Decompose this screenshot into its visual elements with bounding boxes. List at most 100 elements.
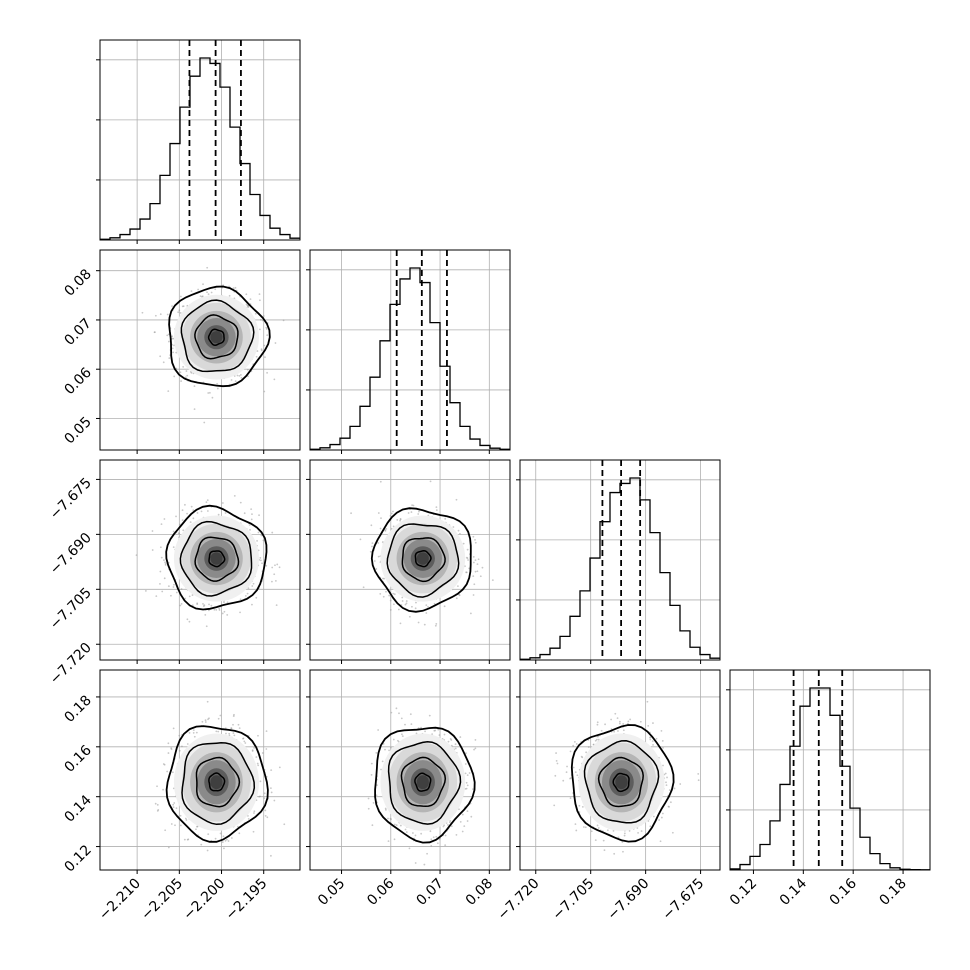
- sample-point: [466, 774, 469, 777]
- sample-point: [377, 729, 380, 731]
- x-tick-label: 0.07: [414, 876, 447, 909]
- sample-point: [188, 732, 191, 734]
- sample-point: [153, 331, 156, 334]
- sample-point: [177, 532, 180, 535]
- sample-point: [468, 772, 471, 774]
- sample-point: [233, 734, 236, 737]
- sample-point: [443, 824, 446, 827]
- sample-point: [167, 846, 170, 849]
- sample-point: [230, 727, 233, 730]
- sample-point: [218, 609, 221, 611]
- sample-point: [468, 567, 471, 570]
- sample-point: [474, 559, 477, 562]
- sample-point: [184, 817, 187, 820]
- density-shade: [416, 552, 429, 565]
- sample-point: [379, 527, 382, 530]
- sample-point: [164, 561, 166, 564]
- sample-point: [168, 357, 171, 360]
- sample-point: [172, 803, 175, 806]
- sample-point: [449, 819, 452, 822]
- sample-point: [170, 747, 173, 750]
- sample-point: [253, 812, 255, 814]
- sample-point: [144, 590, 147, 592]
- sample-point: [266, 816, 269, 819]
- sample-point: [392, 603, 395, 606]
- sample-point: [167, 585, 170, 588]
- y-tick-label: 0.12: [61, 842, 94, 875]
- sample-point: [173, 375, 176, 378]
- sample-point: [455, 833, 458, 836]
- contour-line: [414, 772, 432, 792]
- sample-point: [414, 607, 417, 610]
- sample-point: [428, 714, 431, 717]
- sample-point: [392, 592, 395, 595]
- sample-point: [261, 319, 264, 322]
- sample-point: [239, 501, 242, 504]
- sample-point: [256, 762, 259, 765]
- sample-point: [222, 835, 225, 838]
- sample-point: [257, 734, 259, 737]
- density-shade: [210, 331, 223, 344]
- sample-point: [203, 421, 206, 424]
- sample-point: [247, 306, 250, 309]
- sample-point: [184, 376, 187, 379]
- sample-point: [247, 817, 250, 820]
- sample-point: [425, 604, 428, 607]
- sample-point: [376, 784, 378, 786]
- sample-point: [208, 391, 211, 394]
- sample-point: [223, 601, 225, 604]
- sample-point: [207, 293, 210, 296]
- sample-point: [621, 841, 624, 843]
- sample-point: [197, 288, 200, 291]
- sample-point: [427, 606, 429, 608]
- sample-point: [211, 396, 214, 399]
- contour-line: [387, 740, 462, 825]
- sample-point: [171, 347, 174, 350]
- panel-content: [553, 700, 700, 855]
- sample-point: [263, 390, 266, 393]
- sample-point: [464, 787, 467, 790]
- sample-point: [375, 751, 378, 754]
- sample-point: [367, 807, 370, 810]
- sample-point: [283, 823, 286, 826]
- sample-point: [278, 566, 281, 569]
- sample-point: [226, 614, 229, 616]
- sample-point: [246, 368, 249, 371]
- sample-point: [438, 838, 441, 841]
- sample-point: [151, 530, 154, 532]
- sample-point: [184, 503, 186, 506]
- sample-point: [215, 608, 218, 611]
- sample-point: [239, 611, 241, 614]
- sample-point: [206, 266, 209, 269]
- sample-point: [251, 513, 253, 516]
- histogram-0: [100, 57, 300, 240]
- panel-content: [367, 707, 477, 866]
- panel-2-1: [306, 459, 511, 664]
- sample-point: [377, 512, 380, 514]
- sample-point: [238, 727, 241, 730]
- panel-frame: [99, 249, 301, 451]
- sample-point: [623, 832, 626, 835]
- sample-point: [247, 587, 250, 590]
- sample-point: [172, 727, 175, 730]
- sample-point: [555, 759, 558, 762]
- panel-0-0: [96, 39, 301, 244]
- sample-point: [454, 747, 457, 750]
- sample-point: [375, 794, 378, 797]
- sample-point: [244, 595, 247, 597]
- sample-point: [370, 774, 373, 776]
- panel-frame: [99, 669, 301, 871]
- sample-point: [239, 598, 242, 601]
- sample-point: [160, 556, 163, 559]
- sample-point: [236, 374, 239, 377]
- x-tick-label: 0.06: [364, 875, 397, 908]
- sample-point: [255, 355, 258, 358]
- sample-point: [466, 548, 469, 551]
- sample-point: [617, 730, 619, 732]
- sample-point: [172, 806, 175, 809]
- y-tick-label: −7.720: [47, 640, 95, 688]
- sample-point: [457, 529, 460, 532]
- sample-point: [384, 748, 386, 751]
- contour-line: [179, 520, 253, 597]
- sample-point: [249, 528, 251, 531]
